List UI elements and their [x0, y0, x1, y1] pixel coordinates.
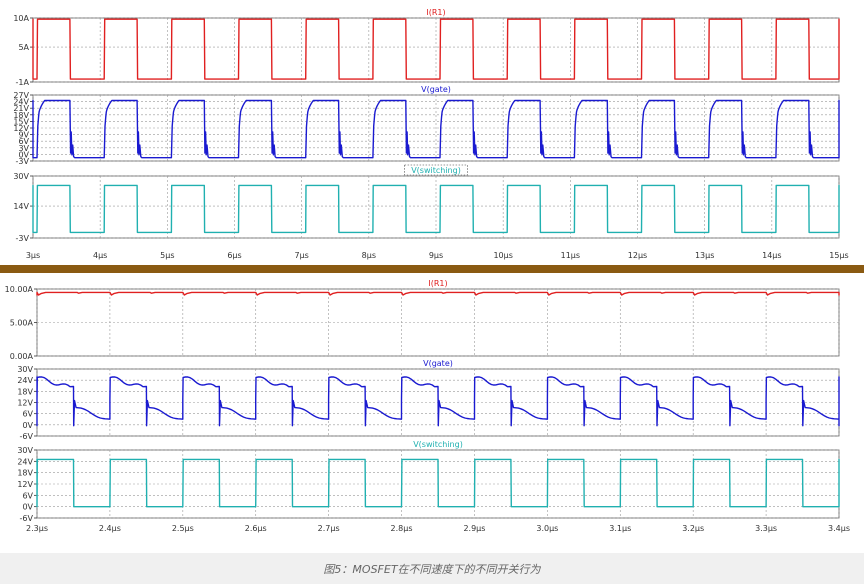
- series-line: [32, 18, 840, 80]
- x-tick-label: 3.4µs: [828, 524, 850, 533]
- series-line: [36, 291, 840, 296]
- x-tick-label: 2.6µs: [245, 524, 267, 533]
- caption-bar: 图5：MOSFET在不同速度下的不同开关行为: [0, 553, 864, 584]
- x-tick-label: 3.1µs: [609, 524, 631, 533]
- y-tick-label: 6V: [22, 410, 33, 419]
- panel-title: V(switching): [411, 166, 461, 175]
- panel-title-box: [404, 164, 468, 176]
- y-tick-label: 9V: [18, 131, 29, 140]
- y-tick-label: 15V: [13, 117, 29, 126]
- y-tick-label: 12V: [17, 480, 33, 489]
- series-line: [36, 458, 840, 508]
- x-tick-label: 14µs: [762, 251, 781, 260]
- y-tick-label: 10A: [13, 14, 29, 23]
- y-tick-label: 27V: [13, 91, 29, 100]
- y-tick-label: 18V: [17, 469, 33, 478]
- x-tick-label: 2.3µs: [26, 524, 48, 533]
- y-tick-label: 5.00A: [10, 319, 34, 328]
- x-tick-label: 4µs: [93, 251, 107, 260]
- x-tick-label: 11µs: [561, 251, 580, 260]
- y-tick-label: -3V: [16, 157, 30, 166]
- y-tick-label: 6V: [22, 491, 33, 500]
- x-tick-label: 3µs: [26, 251, 40, 260]
- waveform-plots: 10A5A-1AI(R1)27V24V21V18V15V12V9V6V3V0V-…: [5, 8, 850, 533]
- y-tick-label: 0V: [22, 503, 33, 512]
- x-tick-label: 3.2µs: [682, 524, 704, 533]
- x-tick-label: 13µs: [695, 251, 714, 260]
- y-tick-label: 24V: [17, 376, 33, 385]
- x-tick-label: 3.0µs: [536, 524, 558, 533]
- y-tick-label: 5A: [18, 43, 29, 52]
- series-line: [32, 99, 840, 159]
- panel-title: V(gate): [423, 359, 453, 368]
- panel-v-switching-: 30V 14V -3V V(switching): [13, 164, 840, 243]
- figure-caption: 图5：MOSFET在不同速度下的不同开关行为: [323, 562, 541, 576]
- x-tick-label: 7µs: [294, 251, 308, 260]
- x-tick-label: 2.4µs: [99, 524, 121, 533]
- x-tick-label: 9µs: [429, 251, 443, 260]
- y-tick-label: 0V: [22, 421, 33, 430]
- y-tick-label: -6V: [20, 514, 34, 523]
- y-tick-label: -6V: [20, 432, 34, 441]
- x-tick-label: 15µs: [829, 251, 848, 260]
- x-tick-label: 10µs: [493, 251, 512, 260]
- panel-v-gate-: 30V 24V 18V 12V 6V 0V -6V V(gate): [17, 359, 840, 441]
- y-tick-label: 14V: [13, 202, 29, 211]
- panel-i-r1-: 10.00A 5.00A 0.00A I(R1): [5, 279, 840, 361]
- y-tick-label: 18V: [17, 387, 33, 396]
- y-tick-label: 24V: [17, 457, 33, 466]
- y-tick-label: 30V: [13, 172, 29, 181]
- y-tick-label: -1A: [16, 78, 30, 87]
- y-tick-label: 30V: [17, 446, 33, 455]
- x-tick-label: 12µs: [628, 251, 647, 260]
- y-tick-label: 24V: [13, 98, 29, 107]
- series-line: [36, 376, 840, 427]
- section-divider: [0, 265, 864, 273]
- y-tick-label: 12V: [13, 124, 29, 133]
- x-tick-label: 2.7µs: [318, 524, 340, 533]
- y-tick-label: 12V: [17, 399, 33, 408]
- y-tick-label: -3V: [16, 234, 30, 243]
- panel-title: I(R1): [428, 279, 447, 288]
- y-tick-label: 0.00A: [10, 352, 34, 361]
- chart-section-1: 10A5A-1AI(R1)27V24V21V18V15V12V9V6V3V0V-…: [13, 8, 848, 260]
- panel-title: V(gate): [421, 85, 451, 94]
- panel-i-r1-: 10A 5A -1A I(R1): [13, 8, 840, 87]
- y-tick-label: 6V: [18, 137, 29, 146]
- y-tick-label: 30V: [17, 365, 33, 374]
- x-tick-label: 3.3µs: [755, 524, 777, 533]
- y-tick-label: 3V: [18, 144, 29, 153]
- series-line: [32, 184, 840, 234]
- x-tick-label: 8µs: [362, 251, 376, 260]
- x-tick-label: 2.5µs: [172, 524, 194, 533]
- panel-title: V(switching): [413, 440, 463, 449]
- panel-v-switching-: 30V 24V 18V 12V 6V 0V -6V V(switching): [17, 440, 840, 523]
- x-tick-label: 2.9µs: [463, 524, 485, 533]
- y-tick-label: 10.00A: [5, 285, 34, 294]
- x-tick-label: 2.8µs: [391, 524, 413, 533]
- y-tick-label: 21V: [13, 104, 29, 113]
- x-tick-label: 5µs: [160, 251, 174, 260]
- y-tick-label: 0V: [18, 150, 29, 159]
- x-tick-label: 6µs: [227, 251, 241, 260]
- y-tick-label: 18V: [13, 111, 29, 120]
- chart-section-2: 10.00A 5.00A 0.00A I(R1) 30V 24V 18V 12V 6V 0V -6V…: [5, 279, 850, 533]
- panel-title: I(R1): [426, 8, 445, 17]
